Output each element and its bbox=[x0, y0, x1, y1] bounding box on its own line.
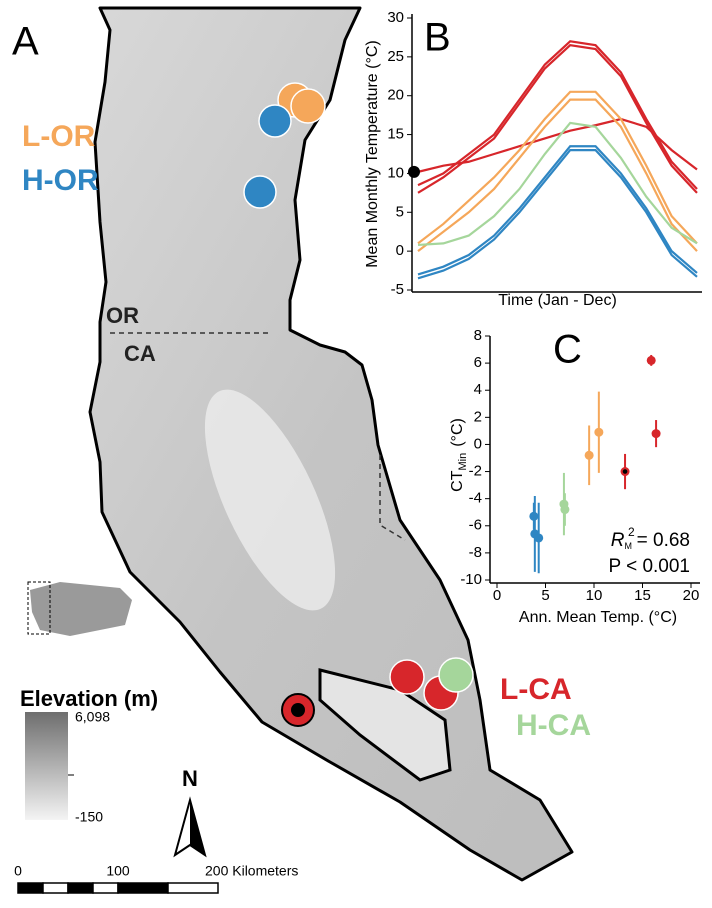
site bbox=[243, 175, 277, 209]
y-tick-label: 0 bbox=[396, 242, 404, 259]
land bbox=[88, 6, 574, 882]
y-tick-label: 25 bbox=[387, 48, 404, 65]
y-tick-label: 30 bbox=[387, 9, 404, 26]
y-tick-label: -5 bbox=[391, 281, 404, 298]
site bbox=[258, 104, 292, 138]
scale-label: 0 bbox=[14, 863, 22, 879]
panel-letter: B bbox=[424, 16, 451, 60]
line bbox=[417, 98, 698, 253]
map-labels: L-OR H-OR OR CA L-CAH-CA bbox=[22, 120, 591, 742]
line bbox=[417, 149, 698, 280]
north-arrow bbox=[190, 800, 205, 855]
y-tick-label: 8 bbox=[474, 327, 482, 344]
x-tick-label: 5 bbox=[541, 587, 549, 604]
start-marker bbox=[408, 165, 420, 178]
map-label: H-OR bbox=[22, 164, 99, 197]
line bbox=[417, 40, 698, 190]
scale-label: 200 Kilometers bbox=[205, 863, 298, 879]
us-inset bbox=[30, 582, 132, 636]
y-tick-label: 20 bbox=[387, 87, 404, 104]
x-axis-label: Time (Jan - Dec) bbox=[498, 292, 617, 309]
ann-text: = 0.68 bbox=[637, 530, 690, 551]
y-label-unit: (°C) bbox=[449, 418, 466, 447]
x-tick-label: 15 bbox=[634, 587, 651, 604]
y-tick-label: 5 bbox=[396, 203, 404, 220]
map-label: H-CA bbox=[516, 709, 591, 742]
y-tick-label: -10 bbox=[460, 571, 482, 588]
north-label: N bbox=[182, 766, 198, 791]
y-axis-label: Mean Monthly Temperature (°C) bbox=[364, 40, 381, 268]
legend-label: 6,098 bbox=[75, 709, 110, 725]
site bbox=[290, 88, 326, 124]
panel-letter: A bbox=[12, 20, 39, 64]
y-tick-label: -8 bbox=[469, 544, 482, 561]
y-tick-label: -6 bbox=[469, 517, 482, 534]
line bbox=[417, 121, 698, 247]
y-tick-label: 10 bbox=[387, 164, 404, 181]
scale-label: 100 bbox=[106, 863, 130, 879]
site bbox=[438, 657, 474, 693]
y-tick-label: 15 bbox=[387, 126, 404, 143]
site-center bbox=[291, 703, 305, 717]
map-label: L-CA bbox=[500, 673, 572, 706]
map-label: L-OR bbox=[22, 120, 96, 153]
x-tick-label: 10 bbox=[586, 587, 603, 604]
line bbox=[417, 145, 698, 276]
y-tick-label: 4 bbox=[474, 381, 482, 398]
y-tick-label: 6 bbox=[474, 354, 482, 371]
x-tick-label: 0 bbox=[493, 587, 501, 604]
y-tick-label: -2 bbox=[469, 463, 482, 480]
scatter-chart: -10 -8 -6 -4 -2 0 2 4 6 8 0 5 10 15 20 Ann. Mean Temp. … bbox=[449, 327, 700, 626]
point bbox=[651, 429, 661, 439]
point bbox=[560, 505, 570, 515]
y-tick-label: 0 bbox=[474, 435, 482, 452]
elevation-ramp bbox=[25, 712, 68, 820]
line bbox=[417, 44, 698, 194]
x-tick-label: 20 bbox=[683, 587, 700, 604]
ann-symbol: R bbox=[611, 530, 625, 551]
inset-box bbox=[27, 581, 51, 635]
line bbox=[417, 117, 698, 173]
point-center bbox=[622, 469, 628, 474]
panel-letter: C bbox=[553, 328, 582, 372]
annotation: RM 2 = 0.68 bbox=[611, 525, 690, 551]
elevation-title: Elevation (m) bbox=[20, 686, 158, 711]
x-axis-label: Ann. Mean Temp. (°C) bbox=[519, 609, 677, 626]
p-value: P < 0.001 bbox=[608, 556, 690, 577]
point bbox=[646, 355, 656, 365]
site bbox=[389, 659, 425, 695]
legend-label: -150 bbox=[75, 809, 103, 825]
point bbox=[534, 533, 544, 543]
y-tick-label: -4 bbox=[469, 490, 482, 507]
loop bbox=[318, 668, 452, 782]
map-label: OR bbox=[106, 303, 139, 328]
ann-sub: M bbox=[624, 541, 632, 551]
point bbox=[594, 427, 604, 437]
point bbox=[584, 450, 594, 460]
map-label: CA bbox=[124, 341, 156, 366]
ann-sup: 2 bbox=[628, 525, 635, 539]
valley bbox=[204, 389, 336, 611]
y-label-sub: Min bbox=[457, 453, 469, 471]
line bbox=[417, 90, 698, 245]
map: A Elevation (m) 6,098 -150 N 0 100 200 K… bbox=[12, 6, 574, 894]
y-tick-label: 2 bbox=[474, 408, 482, 425]
scale-bar bbox=[17, 882, 219, 894]
line-chart: -5 0 5 10 15 20 25 30 Time (Jan - Dec) Mean Month… bbox=[364, 9, 702, 309]
y-axis-label: CTMin (°C) bbox=[449, 418, 469, 492]
y-label-main: CT bbox=[449, 470, 466, 492]
